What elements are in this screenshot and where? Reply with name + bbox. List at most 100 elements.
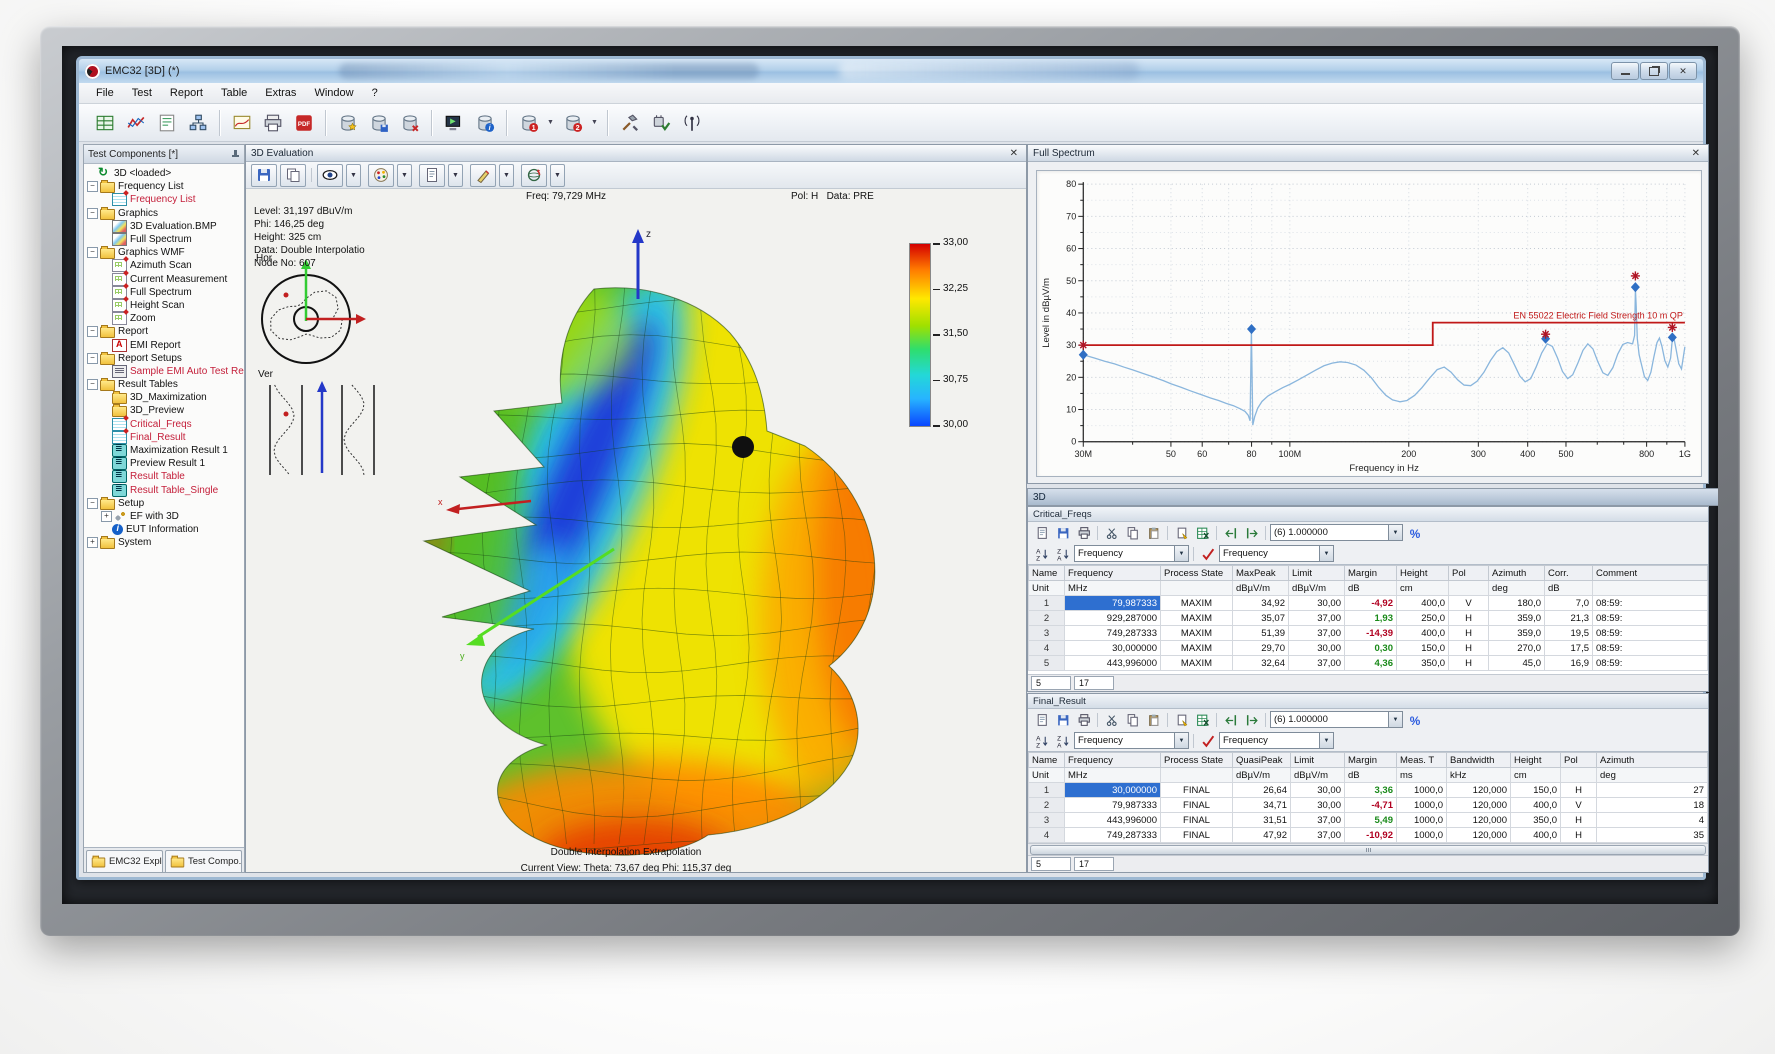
tree-item-result-tables[interactable]: − Result Tables xyxy=(87,378,244,392)
tree-item-report-setups[interactable]: − Report Setups xyxy=(87,351,244,365)
filter-combo[interactable]: Frequency ▼ xyxy=(1219,732,1334,749)
tree-item-setup[interactable]: − Setup xyxy=(87,496,244,510)
tree-expander[interactable]: − xyxy=(87,247,98,259)
db-info-icon[interactable]: i xyxy=(470,108,499,137)
db-delete-icon[interactable] xyxy=(395,108,424,137)
tree-item-result-table[interactable]: Result Table xyxy=(87,469,244,484)
signal-graph-icon[interactable] xyxy=(121,108,150,137)
check-icon[interactable] xyxy=(1198,544,1217,563)
cut-icon[interactable] xyxy=(1102,710,1121,729)
table-row[interactable]: 4 749,287333 FINAL 47,92 37,00 -10,92 1000,0 12… xyxy=(1028,827,1708,843)
attach-icon[interactable] xyxy=(1172,523,1191,542)
new-icon[interactable] xyxy=(1032,710,1051,729)
tree-item-3d-evaluation-bmp[interactable]: 3D Evaluation.BMP xyxy=(87,219,244,233)
menu-item-window[interactable]: Window xyxy=(314,87,354,99)
report-page-icon-dropdown[interactable]: ▼ xyxy=(448,163,463,187)
tree-item-sample-emi-auto-test-report[interactable]: Sample EMI Auto Test Report xyxy=(87,364,244,378)
eval-window-titlebar[interactable]: 3D Evaluation ✕ xyxy=(246,145,1026,162)
tree-expander[interactable]: − xyxy=(87,379,98,391)
selected-cell[interactable]: 79,987333 xyxy=(1064,595,1161,611)
copy-icon[interactable] xyxy=(280,163,306,187)
tree-item-final-result[interactable]: Final_Result xyxy=(87,430,244,444)
table-row[interactable]: 3 443,996000 FINAL 31,51 37,00 5,49 1000,0 120,… xyxy=(1028,812,1708,828)
close-icon[interactable]: ✕ xyxy=(1691,147,1700,159)
shift-right-icon[interactable] xyxy=(1242,710,1261,729)
db-restore-1-icon[interactable]: 1 xyxy=(514,108,543,137)
copy-icon[interactable] xyxy=(1123,523,1142,542)
save-icon[interactable] xyxy=(251,163,277,187)
color-scale-icon[interactable] xyxy=(368,163,394,187)
tree-item-zoom[interactable]: Zoom xyxy=(87,312,244,326)
test-template-icon[interactable] xyxy=(152,108,181,137)
tree-item-system[interactable]: + System xyxy=(87,536,244,550)
pdf-report-icon[interactable]: PDF xyxy=(289,108,318,137)
tree-item-ef-with-3d[interactable]: + EF with 3D xyxy=(87,510,244,523)
table-row[interactable]: 4 30,000000 MAXIM 29,70 30,00 0,30 150,0 H 270,0… xyxy=(1028,640,1708,656)
tree-expander[interactable]: − xyxy=(87,326,98,338)
tree-expander[interactable]: − xyxy=(87,181,98,193)
tree-item-emi-report[interactable]: EMI Report xyxy=(87,338,244,352)
tree-item-3d-maximization[interactable]: 3D_Maximization xyxy=(87,391,244,405)
excel-export-icon[interactable] xyxy=(1193,710,1212,729)
tree-item-full-spectrum[interactable]: Full Spectrum xyxy=(87,285,244,299)
shift-right-icon[interactable] xyxy=(1242,523,1261,542)
paste-icon[interactable] xyxy=(1144,710,1163,729)
print-icon[interactable] xyxy=(1074,710,1093,729)
tree-item-azimuth-scan[interactable]: Azimuth Scan xyxy=(87,259,244,273)
table-scroll-area[interactable]: Name Frequency Process State MaxPeak Limit Ma… xyxy=(1028,564,1708,674)
eval-canvas[interactable]: z x y Level: 31,197 dBuV/m Phi: 146,25 deg H… xyxy=(246,189,1026,872)
excel-export-icon[interactable] xyxy=(1193,523,1212,542)
tree-expander[interactable]: + xyxy=(101,510,112,522)
table-row[interactable]: 2 79,987333 FINAL 34,71 30,00 -4,71 1000,0 120,… xyxy=(1028,797,1708,813)
close-icon[interactable]: ✕ xyxy=(1009,147,1018,159)
chevron-down-icon[interactable]: ▼ xyxy=(1388,525,1402,540)
pin-icon[interactable] xyxy=(231,149,240,159)
db-save-icon[interactable] xyxy=(364,108,393,137)
close-button[interactable]: ✕ xyxy=(1669,62,1697,80)
tree-item-3d-loaded-[interactable]: 3D <loaded> xyxy=(87,165,244,180)
table-row[interactable]: 5 443,996000 MAXIM 32,64 37,00 4,36 350,0 H 45,0… xyxy=(1028,655,1708,671)
tree-item-frequency-list[interactable]: − Frequency List xyxy=(87,180,244,194)
shift-left-icon[interactable] xyxy=(1221,523,1240,542)
rotation-icon[interactable] xyxy=(521,163,547,187)
tree-item-3d-preview[interactable]: 3D_Preview xyxy=(87,404,244,418)
tree-item-preview-result-1[interactable]: Preview Result 1 xyxy=(87,456,244,471)
tree-expander[interactable]: − xyxy=(87,497,98,509)
table-row[interactable]: 3 749,287333 MAXIM 51,39 37,00 -14,39 400,0 H 35… xyxy=(1028,625,1708,641)
sort-combo[interactable]: Frequency ▼ xyxy=(1074,732,1189,749)
minimize-button[interactable] xyxy=(1611,62,1639,80)
percent-icon[interactable]: % xyxy=(1405,710,1424,729)
color-scale-icon-dropdown[interactable]: ▼ xyxy=(397,163,412,187)
tree-item-maximization-result-1[interactable]: Maximization Result 1 xyxy=(87,443,244,458)
titlebar[interactable]: EMC32 [3D] (*) ✕ xyxy=(79,59,1703,83)
display-mode-icon[interactable] xyxy=(317,163,343,187)
horizontal-scrollbar[interactable] xyxy=(1028,843,1708,855)
copy-icon[interactable] xyxy=(1123,710,1142,729)
scrollbar-thumb[interactable] xyxy=(1030,844,1706,855)
spectrum-window-titlebar[interactable]: Full Spectrum ✕ xyxy=(1028,145,1708,162)
spectrum-chart[interactable]: 0 10 20 30 40 50 60 70 80 30M 50 60 80 100M 200 300 400 5… xyxy=(1037,171,1701,476)
options-tools-icon[interactable] xyxy=(615,108,644,137)
chevron-down-icon[interactable]: ▼ xyxy=(1388,712,1402,727)
new-icon[interactable] xyxy=(1032,523,1051,542)
db-restore-2-icon-dropdown[interactable]: ▼ xyxy=(591,119,598,126)
attach-icon[interactable] xyxy=(1172,710,1191,729)
maximize-button[interactable] xyxy=(1640,62,1668,80)
marker-icon[interactable] xyxy=(470,163,496,187)
percent-icon[interactable]: % xyxy=(1405,523,1424,542)
antenna-icon[interactable] xyxy=(677,108,706,137)
check-icon[interactable] xyxy=(1198,731,1217,750)
marker-icon-dropdown[interactable]: ▼ xyxy=(499,163,514,187)
table-row[interactable]: 2 929,287000 MAXIM 35,07 37,00 1,93 250,0 H 359,… xyxy=(1028,610,1708,626)
chevron-down-icon[interactable]: ▼ xyxy=(1319,546,1333,561)
display-mode-icon-dropdown[interactable]: ▼ xyxy=(346,163,361,187)
tables-panel-header[interactable]: 3D xyxy=(1027,488,1718,506)
print-icon[interactable] xyxy=(258,108,287,137)
tree-expander[interactable]: + xyxy=(87,537,98,549)
shift-left-icon[interactable] xyxy=(1221,710,1240,729)
tree-item-frequency-list[interactable]: Frequency List xyxy=(87,193,244,207)
tree-expander[interactable]: − xyxy=(87,207,98,219)
